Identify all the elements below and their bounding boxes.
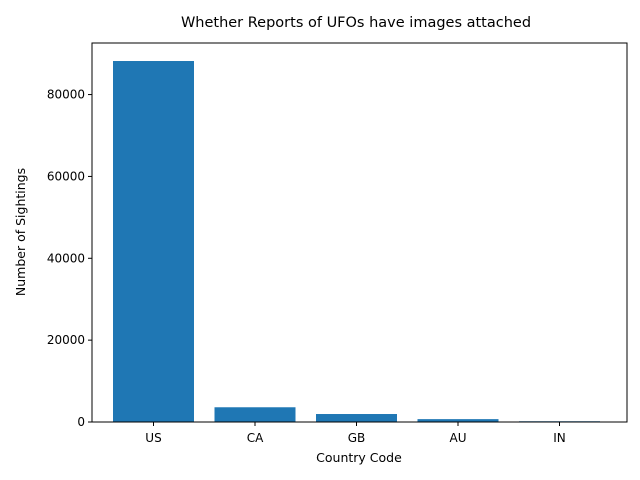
y-axis-ticks: 0 20000 40000 60000 80000 [47, 88, 92, 429]
y-axis-label: Number of Sightings [13, 168, 28, 296]
bar-gb [316, 414, 397, 422]
x-tick-label: US [145, 431, 161, 445]
bars-group [113, 61, 600, 423]
y-tick-label: 60000 [47, 169, 85, 183]
y-tick-label: 80000 [47, 88, 85, 102]
x-tick-label: AU [450, 431, 467, 445]
plot-frame [91, 42, 628, 423]
y-tick-label: 20000 [47, 333, 85, 347]
x-axis-ticks: US CA GB AU IN [145, 422, 566, 445]
bar-au [417, 419, 499, 422]
y-tick-label: 0 [77, 415, 85, 429]
bar-us [113, 61, 194, 423]
x-tick-label: IN [553, 431, 566, 445]
chart-title: Whether Reports of UFOs have images atta… [181, 15, 531, 31]
x-tick-label: GB [348, 431, 366, 445]
x-axis-label: Country Code [316, 450, 402, 465]
y-tick-label: 40000 [47, 251, 85, 265]
bar-ca [214, 407, 296, 422]
x-tick-label: CA [247, 431, 264, 445]
